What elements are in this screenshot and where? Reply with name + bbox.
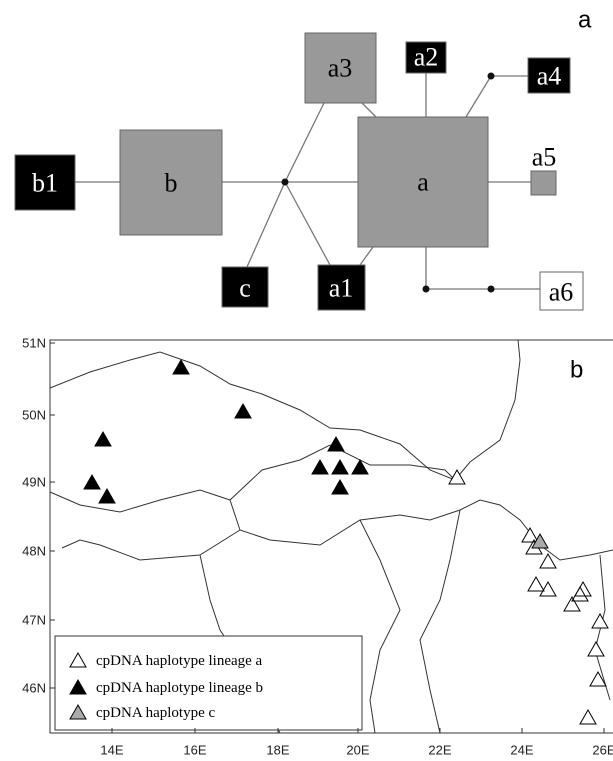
node [357, 116, 489, 248]
legend-symbol [69, 678, 87, 695]
legend-label: cpDNA haplotype lineage a [96, 653, 263, 669]
lineage-b-sites [83, 358, 369, 504]
node [304, 32, 377, 104]
axes: 14E 16E 18E 20E 22E 24E 26E 51N 50N 49N 48N 47N 46N [22, 336, 613, 758]
y-tick-label: 47N [22, 613, 46, 628]
node-label: c [239, 274, 251, 303]
node-label: a2 [414, 43, 439, 72]
median-vector [487, 72, 495, 80]
y-tick-label: 50N [22, 408, 46, 423]
x-tick-label: 22E [428, 743, 451, 758]
median-vectors [281, 72, 495, 293]
node [527, 57, 571, 94]
median-vector [281, 178, 289, 186]
network-panel: a b1 b a3 a2 a4 a a5 a6 c a1 [14, 7, 592, 311]
border [49, 339, 521, 481]
panel-label: b [570, 357, 583, 384]
node-label: a5 [532, 143, 557, 172]
node-label: b1 [32, 169, 58, 198]
node [405, 41, 447, 74]
legend-symbol [69, 651, 87, 668]
median-vector [487, 285, 495, 293]
node-label: b [165, 169, 178, 198]
nodes [14, 32, 584, 311]
legend-label: cpDNA haplotype lineage b [96, 680, 263, 696]
node [119, 129, 223, 236]
lineage-a-sites [448, 468, 609, 725]
node [221, 266, 269, 308]
sample-sites [83, 358, 609, 725]
x-tick-label: 14E [100, 743, 123, 758]
y-tick-label: 51N [22, 336, 46, 351]
node-label: a1 [329, 274, 354, 303]
node [539, 271, 584, 311]
legend-symbol [69, 703, 87, 720]
border [61, 529, 241, 561]
border [49, 444, 456, 513]
median-vector [422, 285, 430, 293]
haplotype-c-sites [531, 532, 549, 549]
node [317, 264, 366, 311]
node-label: a [417, 168, 429, 197]
y-tick-label: 48N [22, 544, 46, 559]
border [359, 519, 401, 734]
x-tick-label: 16E [183, 743, 206, 758]
node-label: a3 [328, 54, 353, 83]
node-label: a6 [549, 278, 574, 307]
panel-label: a [578, 7, 592, 34]
node [14, 154, 76, 211]
y-tick-label: 49N [22, 475, 46, 490]
legend: cpDNA haplotype lineage a cpDNA haplotyp… [54, 635, 363, 731]
y-tick-label: 46N [22, 681, 46, 696]
legend-label: cpDNA haplotype c [96, 705, 215, 721]
x-tick-label: 18E [266, 743, 289, 758]
border [419, 509, 461, 734]
border [594, 554, 611, 701]
node-label: a4 [537, 62, 562, 91]
legend-box [54, 635, 363, 731]
x-tick-label: 20E [346, 743, 369, 758]
x-tick-label: 26E [592, 743, 613, 758]
x-tick-label: 24E [510, 743, 533, 758]
map-panel: b cpDNA haplotype lineage a cpDNA haplot… [22, 336, 613, 758]
node [530, 170, 557, 196]
